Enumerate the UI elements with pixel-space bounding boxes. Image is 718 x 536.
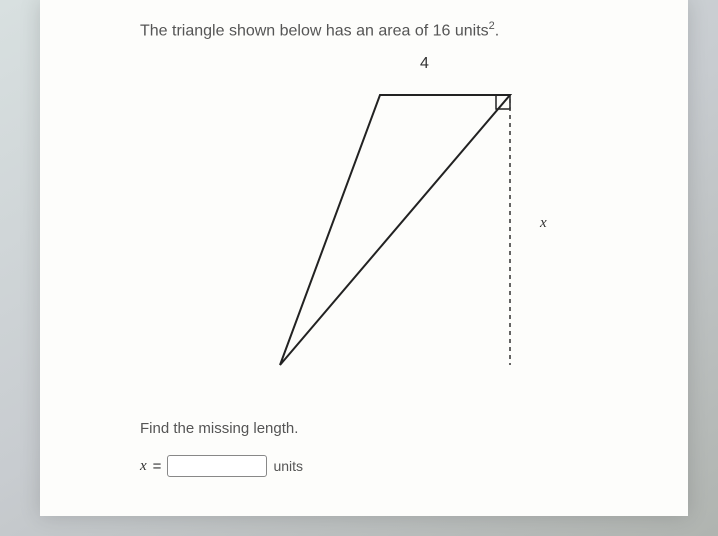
worksheet-panel: The triangle shown below has an area of … <box>40 0 688 516</box>
question-text: The triangle shown below has an area of … <box>140 20 648 40</box>
answer-input[interactable] <box>167 455 267 477</box>
diagram-container: 4 x <box>220 60 620 400</box>
triangle-diagram <box>220 75 620 385</box>
variable-x: x <box>140 458 147 475</box>
base-length-label: 4 <box>420 55 429 73</box>
units-base: units <box>450 22 488 39</box>
question-suffix: . <box>495 22 499 39</box>
answer-row: x = units <box>140 455 648 477</box>
find-prompt: Find the missing length. <box>140 420 648 437</box>
question-prefix: The triangle shown below has an area of <box>140 22 433 39</box>
triangle-shape <box>280 95 510 365</box>
answer-units: units <box>273 458 303 474</box>
equals-sign: = <box>153 458 162 475</box>
area-value: 16 <box>433 22 451 39</box>
